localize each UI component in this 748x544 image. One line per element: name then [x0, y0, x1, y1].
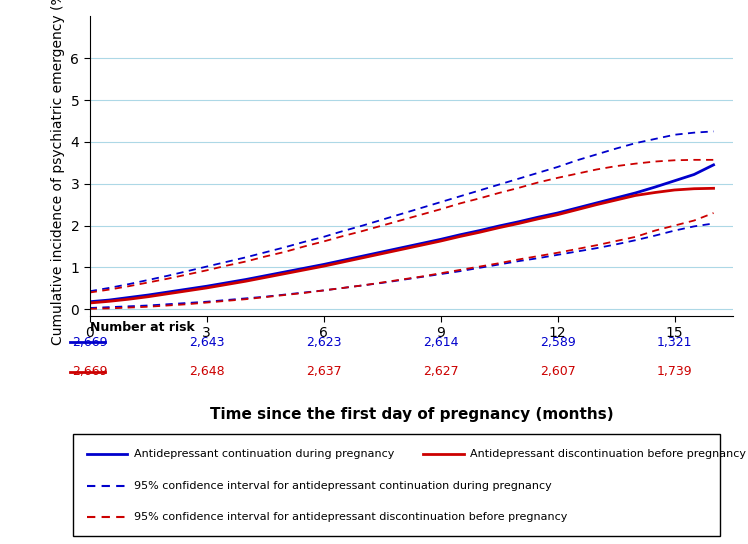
Text: Antidepressant discontinuation before pregnancy: Antidepressant discontinuation before pr…: [470, 449, 747, 459]
Text: 2,637: 2,637: [306, 366, 342, 379]
Text: Number at risk: Number at risk: [90, 321, 194, 334]
Text: 2,607: 2,607: [540, 366, 575, 379]
Text: 1,321: 1,321: [657, 336, 693, 349]
Text: Time since the first day of pregnancy (months): Time since the first day of pregnancy (m…: [209, 407, 613, 422]
Text: 1,739: 1,739: [657, 366, 693, 379]
Y-axis label: Cumulative incidence of psychiatric emergency (%): Cumulative incidence of psychiatric emer…: [51, 0, 65, 345]
Text: 2,623: 2,623: [306, 336, 341, 349]
Text: 2,627: 2,627: [423, 366, 459, 379]
Text: 2,669: 2,669: [72, 366, 108, 379]
Text: 95% confidence interval for antidepressant continuation during pregnancy: 95% confidence interval for antidepressa…: [134, 481, 551, 491]
Text: 2,648: 2,648: [189, 366, 224, 379]
Text: 2,614: 2,614: [423, 336, 459, 349]
Text: 95% confidence interval for antidepressant discontinuation before pregnancy: 95% confidence interval for antidepressa…: [134, 512, 567, 522]
Text: 2,643: 2,643: [189, 336, 224, 349]
Text: Antidepressant continuation during pregnancy: Antidepressant continuation during pregn…: [134, 449, 394, 459]
Text: 2,589: 2,589: [540, 336, 575, 349]
Text: 2,669: 2,669: [72, 336, 108, 349]
